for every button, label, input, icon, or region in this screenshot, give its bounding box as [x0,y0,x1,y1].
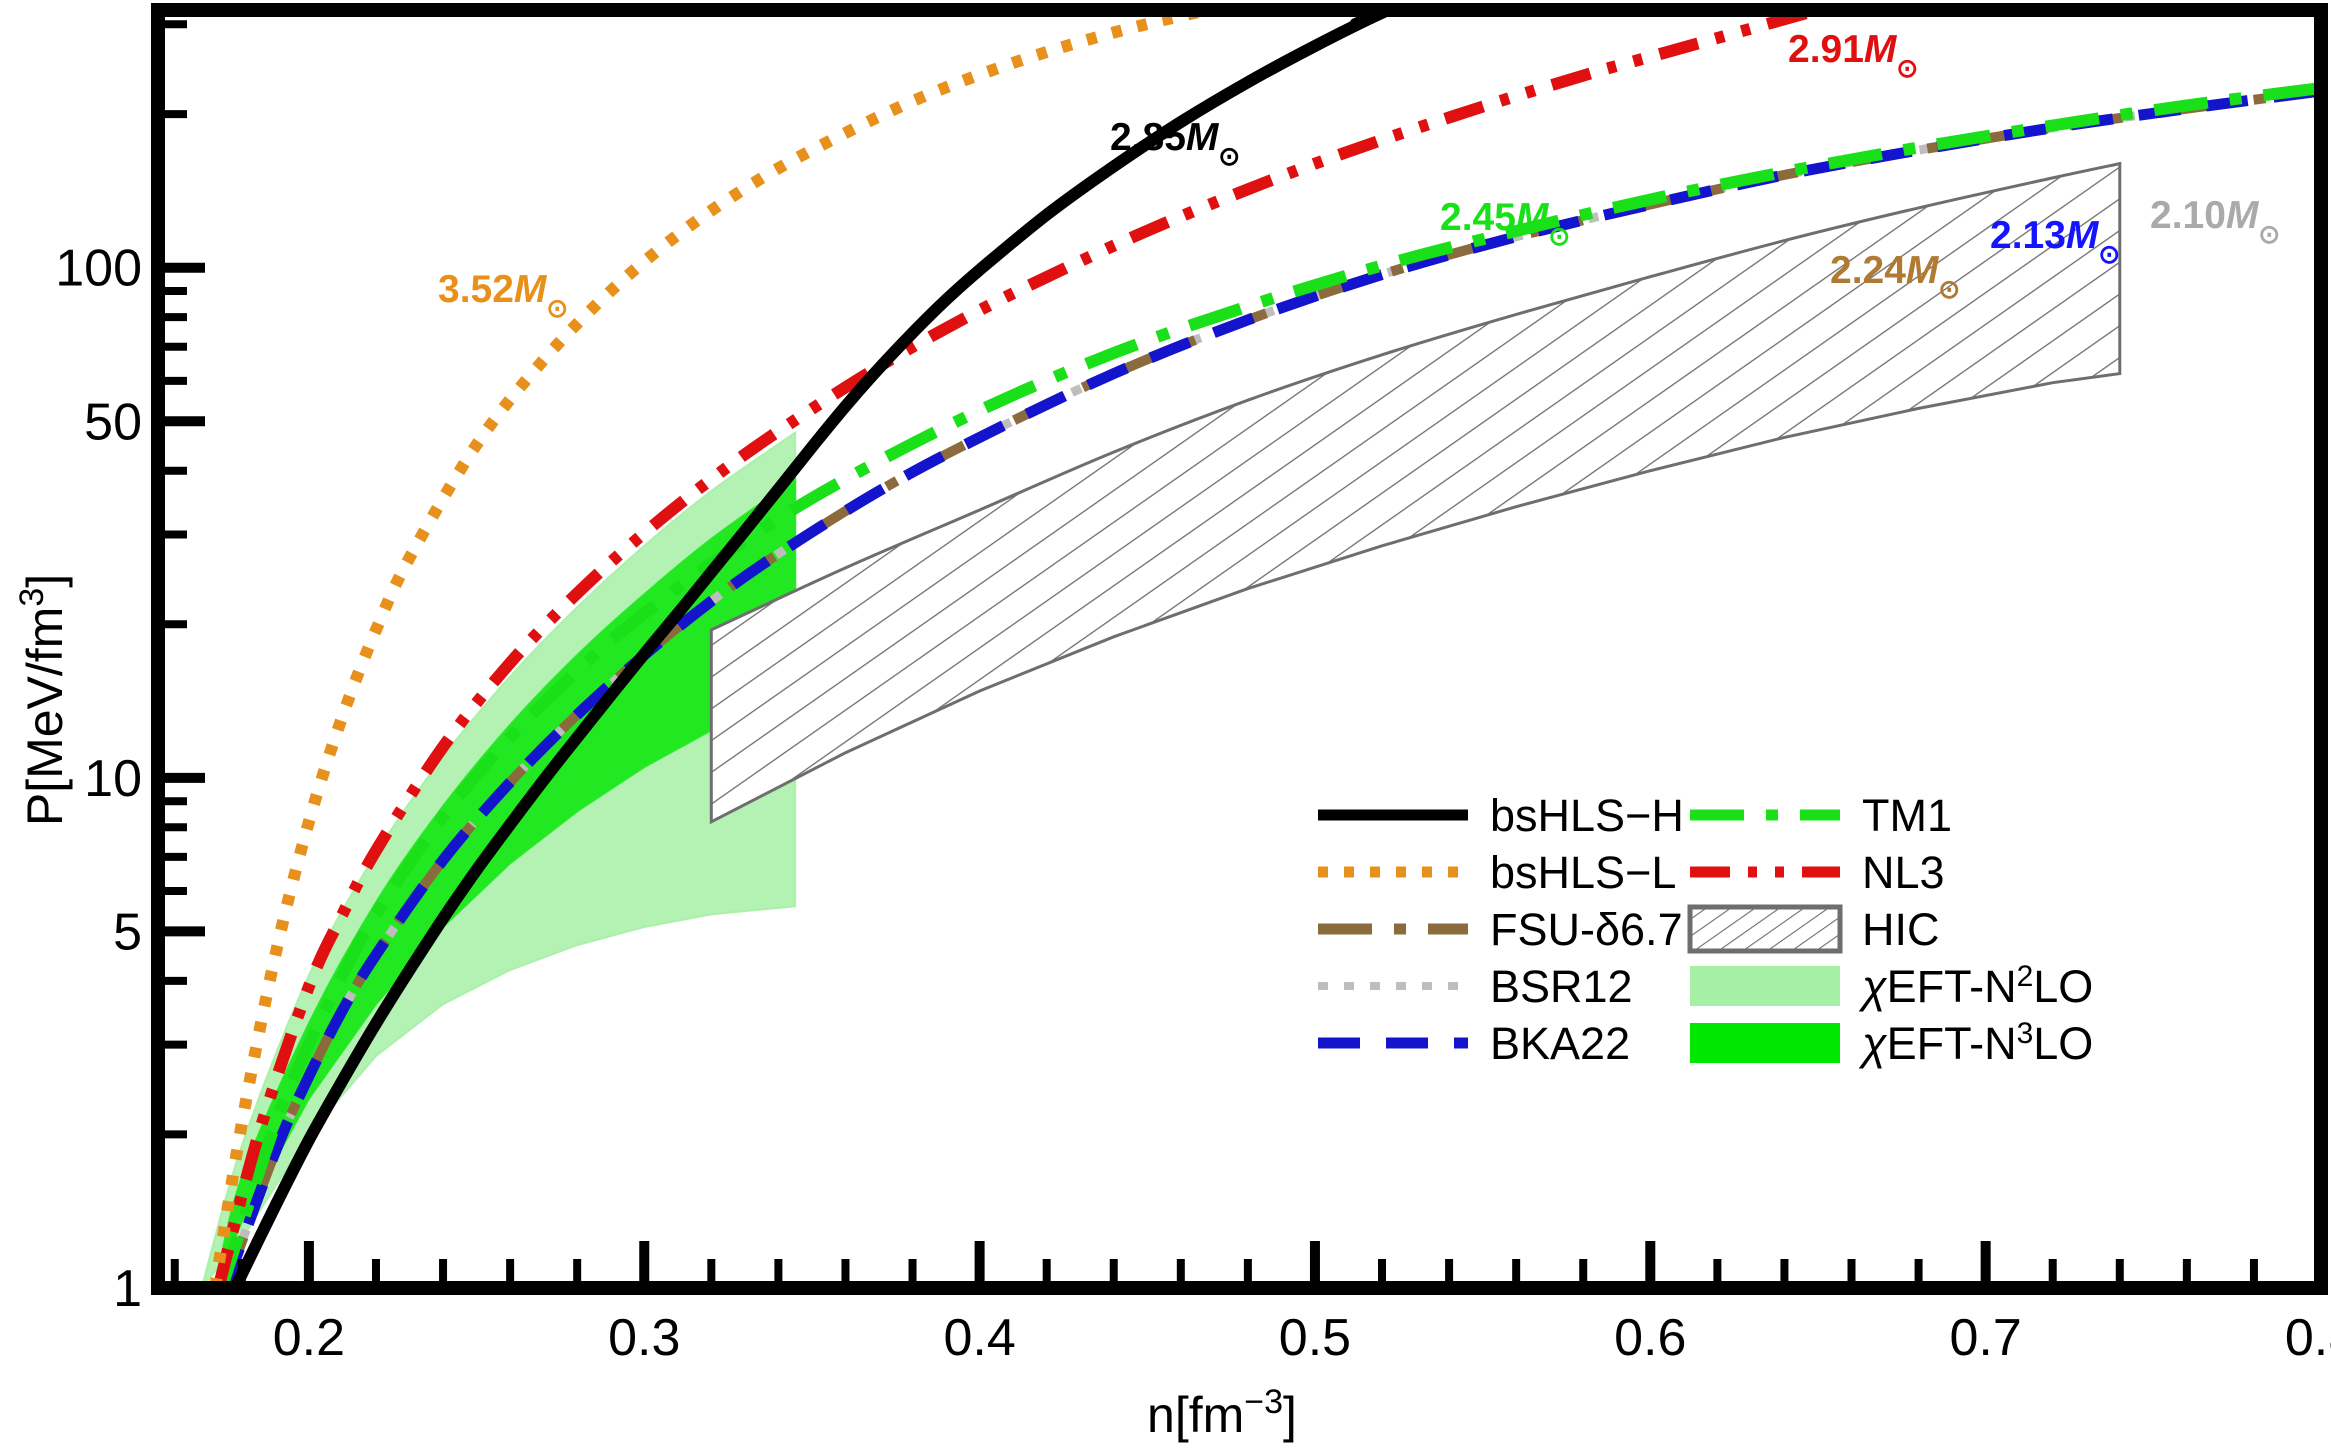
legend-swatch [1690,966,1840,1006]
legend-item-bshls-h[interactable]: bsHLS−H [1318,790,1684,841]
svg-text:P[MeV/fm3]: P[MeV/fm3] [13,574,73,826]
mass-annotation-text: 2.24M⊙ [1830,249,1960,304]
legend-swatch [1687,904,1843,954]
legend-label: BKA22 [1490,1018,1630,1069]
x-axis-title: n[fm−3] [1147,1383,1297,1443]
x-tick-label: 0.8 [2285,1309,2331,1367]
legend-label: NL3 [1862,847,1945,898]
band-hic [709,161,2122,825]
y-tick-label: 5 [113,903,142,961]
mass-annotation: 2.10M⊙ [2150,194,2280,249]
mass-annotation-text: 2.10M⊙ [2150,194,2280,249]
x-tick-label: 0.5 [1279,1309,1351,1367]
legend-item-chieft-n3lo[interactable]: χEFT-N3LO [1690,1017,2093,1070]
mass-annotation-text: 2.45M⊙ [1440,196,1570,251]
legend-label: χEFT-N2LO [1858,960,2093,1013]
curve-tm1 [215,81,2321,1288]
legend-label: χEFT-N3LO [1858,1017,2093,1070]
y-axis-title: P[MeV/fm3] [13,574,73,826]
legend[interactable]: bsHLS−H bsHLS−L FSU-δ6.7 BSR12 BKA22 TM1 NL3 HI… [1318,790,2093,1069]
y-tick-label: 1 [113,1260,142,1318]
legend-item-bshls-l[interactable]: bsHLS−L [1318,847,1676,898]
mass-annotation: 2.13M⊙ [1990,214,2120,269]
axis-ticks [165,20,2326,1293]
y-tick-label: 100 [55,240,142,298]
legend-swatch [1690,1023,1840,1063]
legend-label: bsHLS−H [1490,790,1684,841]
mass-annotation: 2.91M⊙ [1788,28,1918,83]
mass-annotation: 3.52M⊙ [438,268,568,323]
curve-nl3 [212,10,1840,1288]
legend-item-hic[interactable]: HIC [1687,904,1940,955]
legend-item-bsr12[interactable]: BSR12 [1318,961,1633,1012]
legend-label: BSR12 [1490,961,1633,1012]
legend-item-fsu-delta[interactable]: FSU-δ6.7 [1318,904,1683,955]
curve-bshls-l [209,10,1239,1288]
mass-annotations: 3.52M⊙ 2.85M⊙ 2.91M⊙ 2.45M⊙ 2.24M⊙ 2.13M⊙ 2.10… [438,28,2280,323]
mass-annotation-text: 2.91M⊙ [1788,28,1918,83]
x-tick-label: 0.2 [273,1309,345,1367]
legend-item-bka22[interactable]: BKA22 [1318,1018,1630,1069]
y-tick-label: 10 [84,750,142,808]
legend-item-tm1[interactable]: TM1 [1690,790,1952,841]
svg-text:n[fm−3]: n[fm−3] [1147,1383,1297,1443]
legend-label: FSU-δ6.7 [1490,904,1683,955]
mass-annotation: 2.85M⊙ [1110,116,1240,171]
axis-tick-labels: 0.2 0.3 0.4 0.5 0.6 0.7 0.8 1 5 10 50 100 [55,240,2331,1367]
mass-annotation-text: 2.13M⊙ [1990,214,2120,269]
mass-annotation-text: 2.85M⊙ [1110,116,1240,171]
x-tick-label: 0.7 [1950,1309,2022,1367]
y-tick-label: 50 [84,393,142,451]
legend-label: HIC [1862,904,1940,955]
x-tick-label: 0.6 [1614,1309,1686,1367]
legend-item-nl3[interactable]: NL3 [1690,847,1945,898]
legend-label: bsHLS−L [1490,847,1676,898]
plot-frame [151,3,2328,1295]
legend-item-chieft-n2lo[interactable]: χEFT-N2LO [1690,960,2093,1013]
mass-annotation-text: 3.52M⊙ [438,268,568,323]
mass-annotation: 2.45M⊙ [1440,196,1570,251]
mass-annotation: 2.24M⊙ [1830,249,1960,304]
x-tick-label: 0.3 [608,1309,680,1367]
legend-label: TM1 [1862,790,1952,841]
x-tick-label: 0.4 [943,1309,1015,1367]
